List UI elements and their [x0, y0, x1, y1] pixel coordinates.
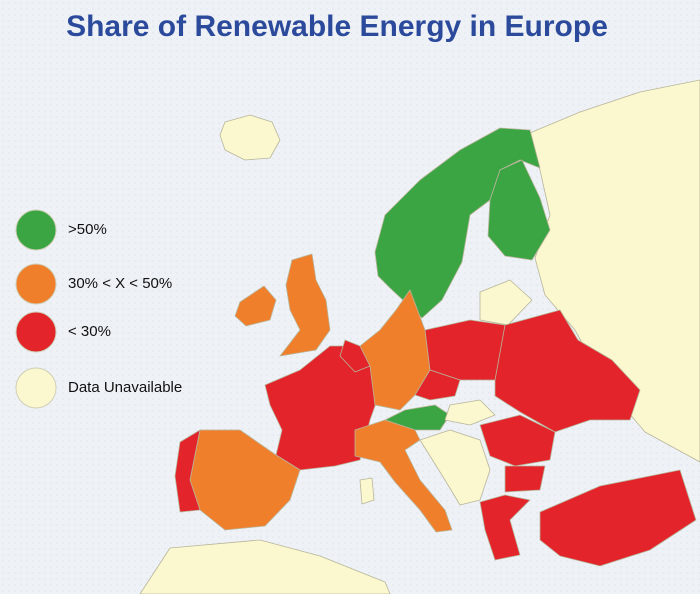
bulgaria — [504, 465, 546, 493]
iceland — [219, 114, 281, 161]
legend: >50% 30% < X < 50% < 30% Data Unavailable — [15, 209, 182, 409]
north-africa — [139, 539, 391, 594]
map-title: Share of Renewable Energy in Europe — [66, 10, 608, 43]
benelux — [339, 339, 371, 373]
italy — [354, 419, 453, 533]
legend-label: Data Unavailable — [68, 379, 182, 396]
ireland — [234, 285, 277, 327]
legend-swatch — [15, 311, 57, 353]
finland — [487, 159, 551, 261]
balkans — [419, 429, 491, 506]
legend-label: < 30% — [68, 323, 111, 340]
uk — [279, 253, 331, 357]
hungary — [444, 399, 496, 426]
czechia — [414, 369, 461, 401]
poland — [424, 319, 506, 381]
legend-swatch — [15, 367, 57, 409]
romania — [479, 414, 556, 467]
portugal — [174, 429, 201, 513]
corsica-sardinia — [359, 477, 375, 505]
legend-swatch — [15, 263, 57, 305]
legend-label: >50% — [68, 221, 107, 238]
legend-swatch — [15, 209, 57, 251]
ukraine-belarus — [494, 309, 641, 433]
greece — [479, 494, 531, 561]
legend-label: 30% < X < 50% — [68, 275, 172, 292]
turkey — [539, 469, 697, 567]
countries — [139, 79, 700, 594]
baltics — [479, 279, 533, 326]
